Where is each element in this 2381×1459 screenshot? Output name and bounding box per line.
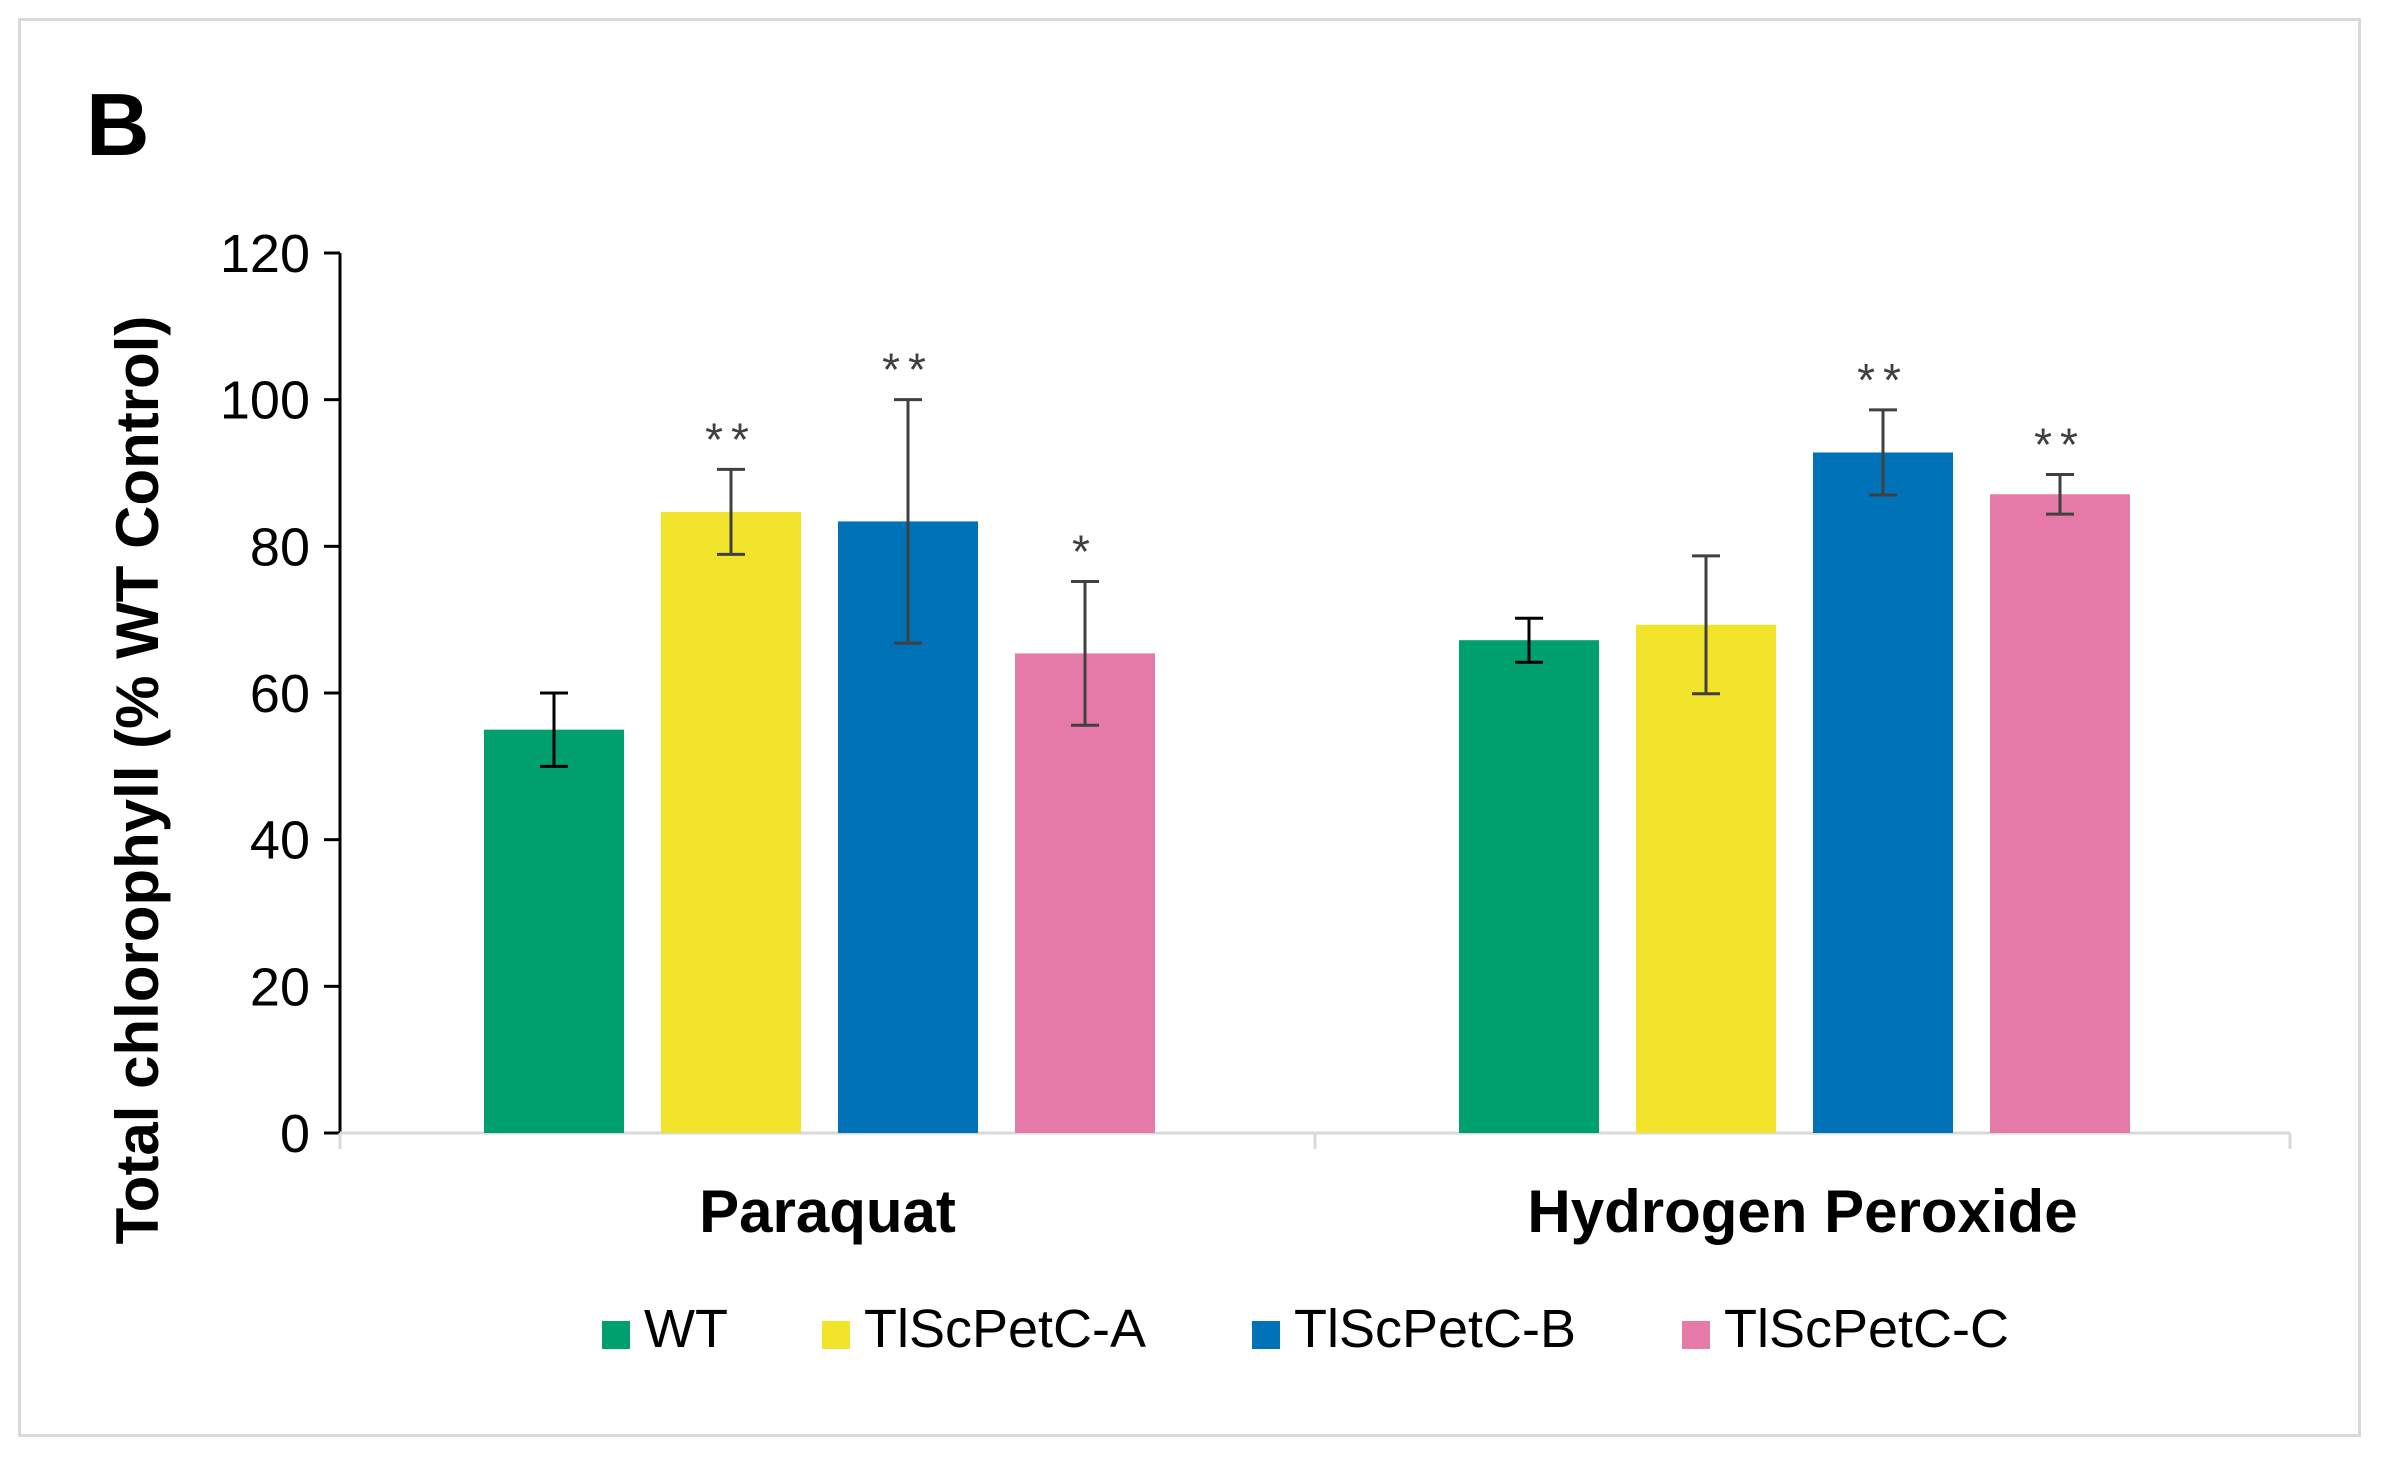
bars: ********* bbox=[484, 344, 2130, 1133]
bar bbox=[484, 729, 624, 1133]
y-tick-label: 0 bbox=[280, 1104, 310, 1164]
legend-swatch bbox=[602, 1321, 630, 1349]
y-tick-label: 20 bbox=[250, 957, 310, 1017]
figure-frame bbox=[18, 18, 2361, 1437]
bar bbox=[1990, 494, 2130, 1133]
significance-label: ** bbox=[705, 413, 757, 465]
legend-swatch bbox=[822, 1321, 850, 1349]
legend-swatch bbox=[1252, 1321, 1280, 1349]
y-tick-label: 80 bbox=[250, 517, 310, 577]
legend-label: TlScPetC-A bbox=[864, 1299, 1146, 1359]
bar bbox=[1636, 624, 1776, 1133]
y-tick-label: 120 bbox=[220, 224, 310, 284]
legend-label: TlScPetC-C bbox=[1724, 1299, 2009, 1359]
legend: WT TlScPetC-A TlScPetC-B TlScPetC-C bbox=[602, 1299, 2009, 1359]
y-axis-title: Total chlorophyll (% WT Control) bbox=[104, 316, 171, 1245]
significance-label: * bbox=[1072, 526, 1098, 578]
category-label: Paraquat bbox=[699, 1178, 956, 1245]
y-tick-label: 40 bbox=[250, 811, 310, 871]
bar bbox=[661, 511, 801, 1133]
legend-label: WT bbox=[644, 1299, 728, 1359]
y-tick-label: 100 bbox=[220, 371, 310, 431]
significance-label: ** bbox=[882, 344, 934, 396]
bar bbox=[1459, 640, 1599, 1133]
y-tick-label: 60 bbox=[250, 664, 310, 724]
bar bbox=[1015, 653, 1155, 1133]
significance-label: ** bbox=[1857, 354, 1909, 406]
legend-swatch bbox=[1682, 1321, 1710, 1349]
significance-label: ** bbox=[2034, 418, 2086, 470]
category-label: Hydrogen Peroxide bbox=[1527, 1178, 2077, 1245]
legend-label: TlScPetC-B bbox=[1294, 1299, 1576, 1359]
bar bbox=[1813, 452, 1953, 1133]
panel-label: B bbox=[86, 75, 150, 174]
